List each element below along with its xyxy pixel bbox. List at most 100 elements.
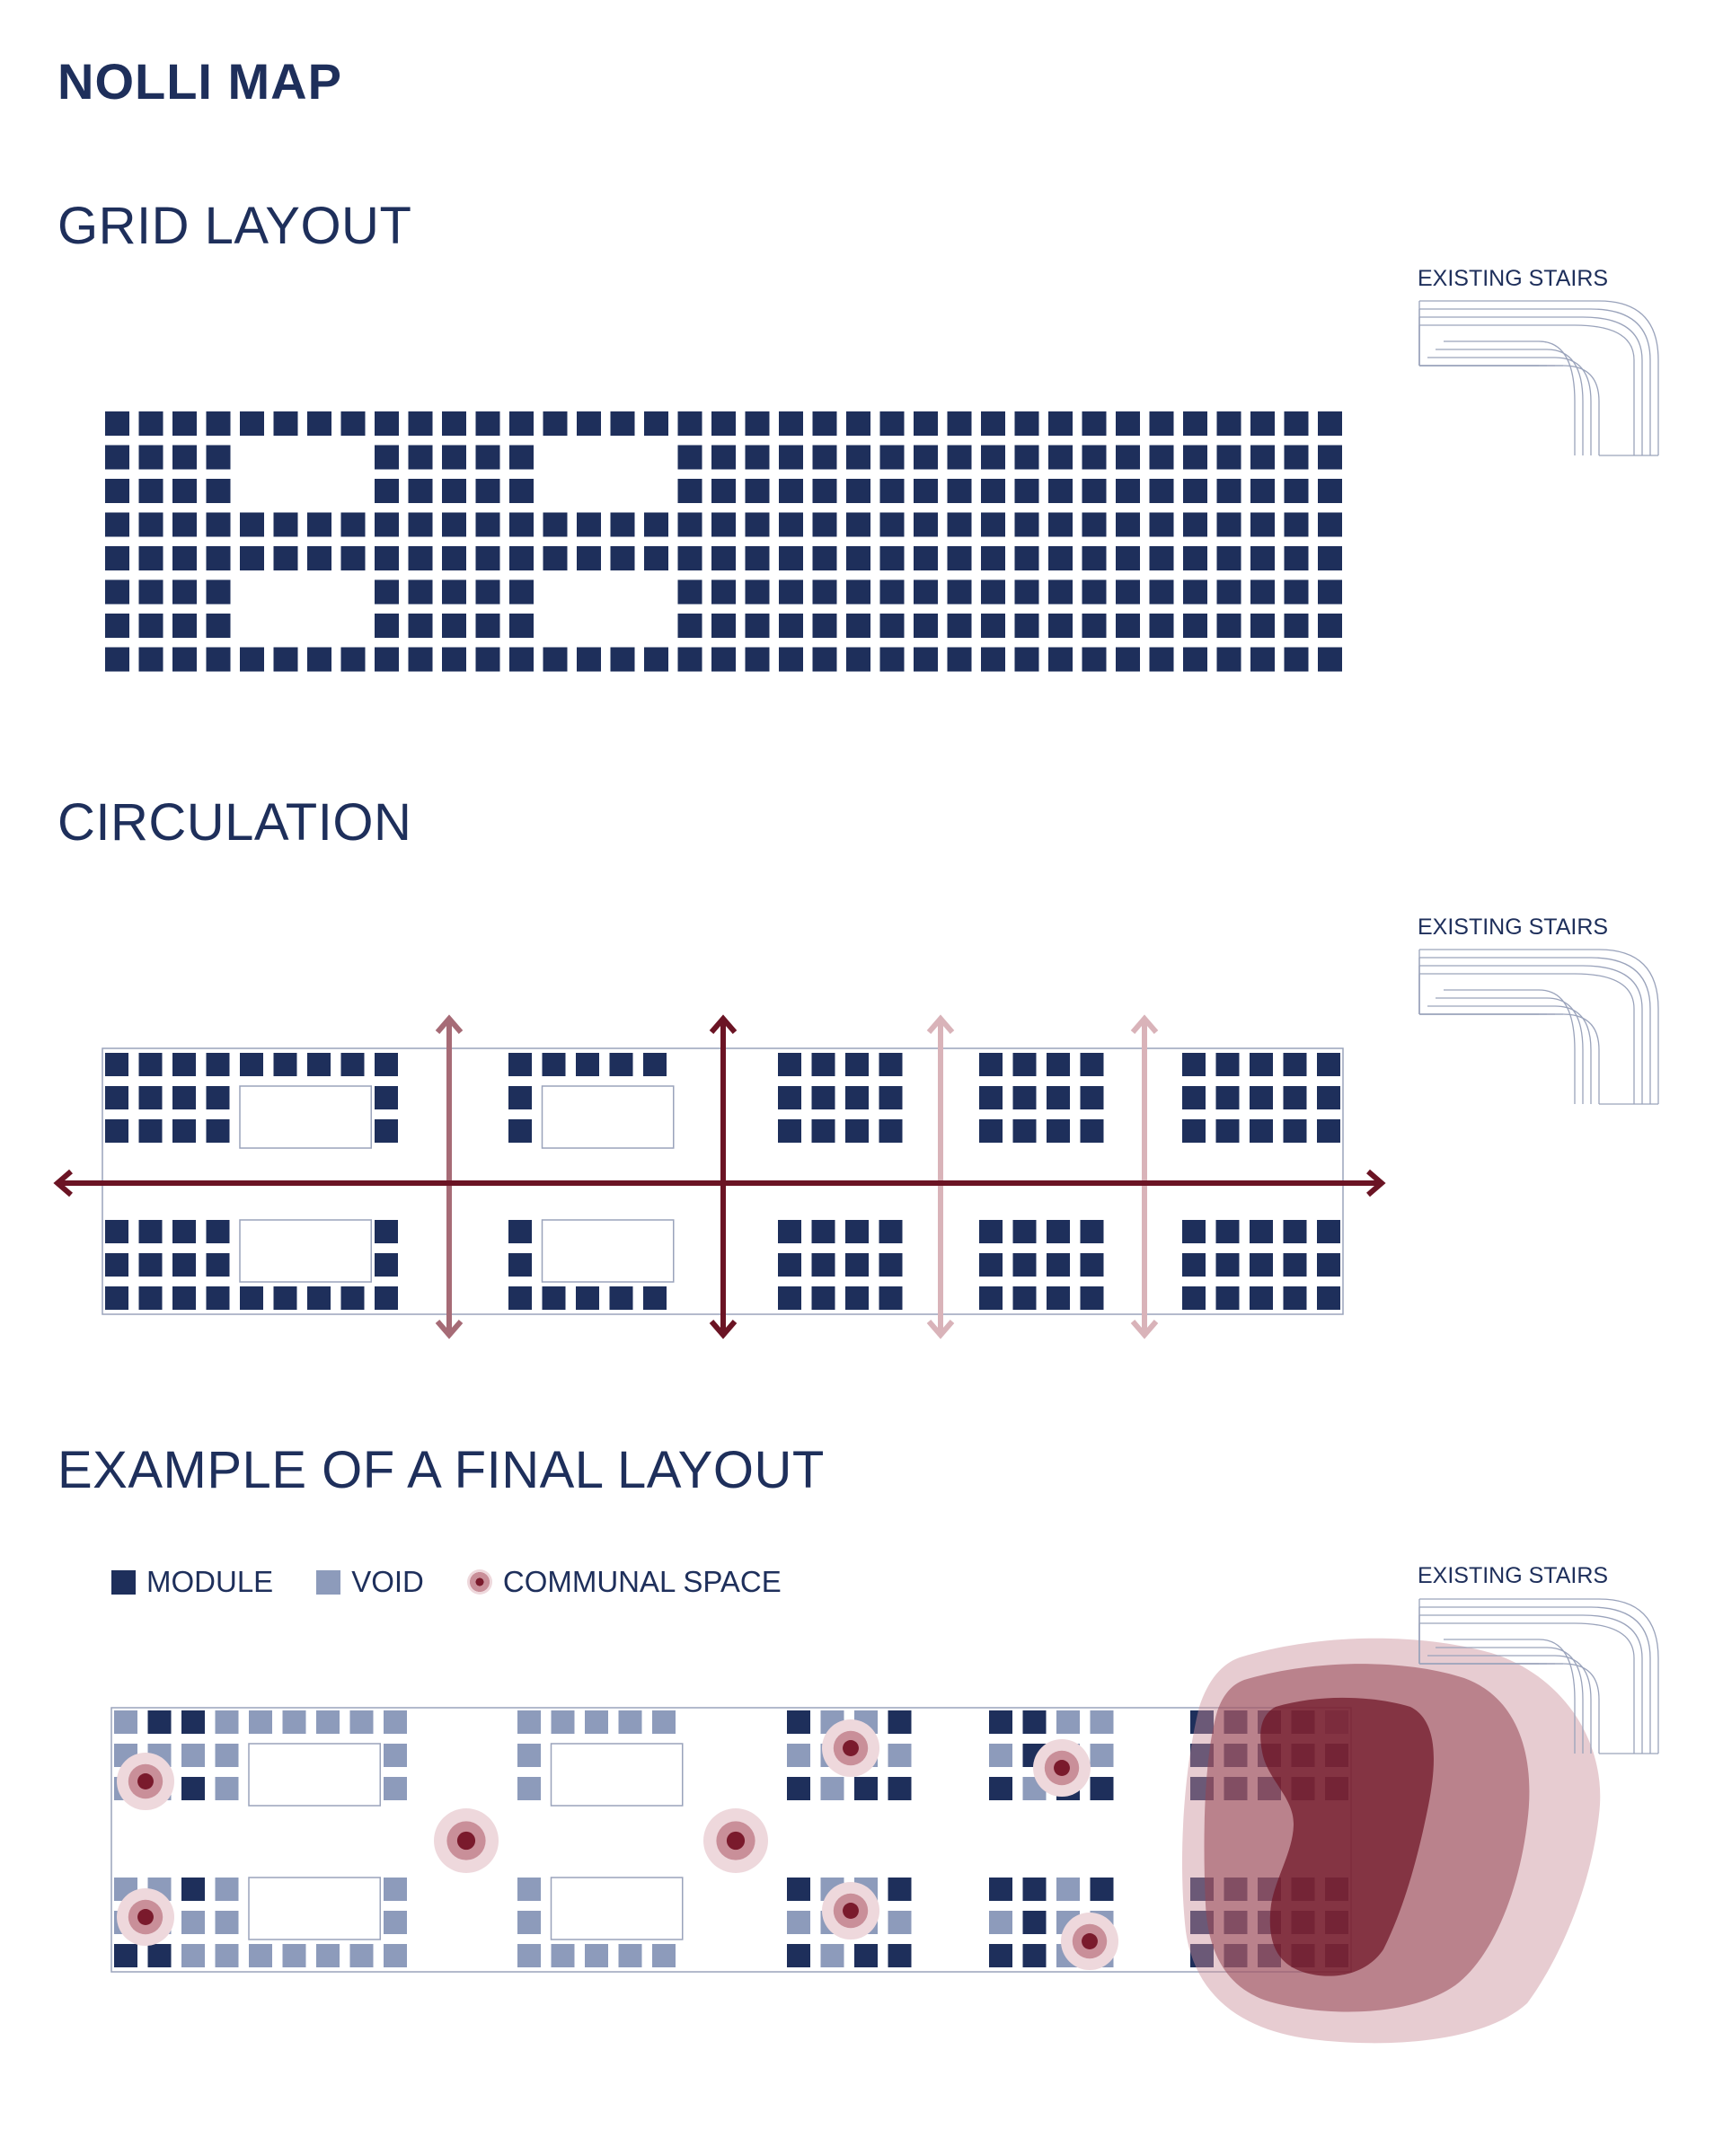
module-block — [442, 479, 466, 503]
module-block — [1047, 1220, 1070, 1243]
module-block — [1080, 1119, 1104, 1143]
module-block — [508, 1119, 532, 1143]
communal-space-core — [726, 1831, 746, 1851]
void-block — [1056, 1710, 1080, 1734]
module-block — [172, 614, 197, 638]
module-block — [114, 1944, 137, 1967]
module-block — [1014, 614, 1039, 638]
module-block — [644, 411, 668, 436]
module-block — [375, 1220, 398, 1243]
arrow-head-icon — [435, 1014, 464, 1034]
module-block — [1283, 1119, 1307, 1143]
module-block — [172, 445, 197, 470]
module-block — [1014, 512, 1039, 537]
void-block — [551, 1710, 575, 1734]
module-block — [811, 1220, 835, 1243]
module-block — [172, 647, 197, 672]
module-block — [947, 411, 972, 436]
module-block — [711, 579, 736, 605]
void-block — [618, 1710, 642, 1734]
module-block — [1116, 647, 1140, 672]
module-block — [981, 445, 1005, 470]
module-block — [375, 411, 399, 436]
module-block — [408, 647, 433, 672]
module-block — [711, 614, 736, 638]
void-block — [384, 1944, 407, 1967]
module-block — [340, 546, 366, 570]
module-block — [1284, 512, 1309, 537]
module-block — [1022, 1944, 1047, 1967]
module-block — [1284, 614, 1309, 638]
module-block — [105, 512, 129, 537]
module-block — [273, 647, 298, 672]
module-block — [854, 1777, 878, 1800]
module-block — [778, 1053, 801, 1076]
module-block — [1022, 1911, 1047, 1934]
module-block — [779, 546, 803, 570]
page-title: NOLLI MAP — [57, 53, 342, 110]
module-block — [778, 1286, 801, 1310]
module-block — [1250, 1119, 1273, 1143]
void-block — [249, 1944, 272, 1967]
module-block — [307, 647, 331, 672]
void-block — [517, 1878, 541, 1901]
module-block — [508, 1220, 532, 1243]
module-block — [508, 1053, 532, 1076]
module-block — [172, 1220, 196, 1243]
module-block — [981, 579, 1005, 605]
arrow-head-icon — [926, 1014, 955, 1034]
module-block — [138, 546, 163, 570]
room-outline — [541, 1085, 675, 1149]
module-block — [340, 512, 366, 537]
module-block — [375, 614, 399, 638]
module-block — [1318, 445, 1342, 470]
module-block — [1284, 445, 1309, 470]
module-block — [138, 1086, 163, 1109]
stairs-outline-icon — [1436, 997, 1584, 1104]
module-block — [1182, 1253, 1206, 1277]
module-block — [181, 1710, 205, 1734]
module-block — [989, 1710, 1012, 1734]
module-block — [811, 1286, 835, 1310]
module-block — [1317, 1086, 1340, 1109]
module-block — [1082, 579, 1107, 605]
module-block — [577, 546, 601, 570]
module-block — [1090, 1777, 1114, 1800]
module-block — [812, 445, 837, 470]
void-block — [989, 1744, 1012, 1767]
module-block — [778, 1220, 801, 1243]
module-block — [745, 579, 770, 605]
module-block — [1250, 1220, 1273, 1243]
void-block — [215, 1944, 239, 1967]
module-block — [888, 1777, 912, 1800]
module-block — [1048, 546, 1073, 570]
module-block — [408, 614, 433, 638]
void-block — [1090, 1710, 1114, 1734]
module-block — [879, 579, 905, 605]
module-block — [812, 512, 837, 537]
module-block — [475, 614, 500, 638]
void-block — [215, 1744, 239, 1767]
module-block — [778, 1086, 801, 1109]
module-block — [846, 647, 870, 672]
module-block — [1250, 1086, 1273, 1109]
communal-space-core — [1082, 1933, 1098, 1949]
void-block — [585, 1944, 608, 1967]
section-heading-grid-layout: GRID LAYOUT — [57, 197, 412, 255]
arrow-head-icon — [926, 1320, 955, 1339]
module-block — [1014, 445, 1039, 470]
module-block — [1082, 512, 1107, 537]
void-block — [888, 1744, 912, 1767]
legend-item-void: VOID — [316, 1565, 424, 1599]
module-block — [745, 512, 770, 537]
stairs-outline-icon — [1419, 1663, 1600, 1754]
module-block — [307, 1053, 331, 1076]
module-block — [1048, 411, 1073, 436]
module-block — [779, 479, 803, 503]
module-block — [879, 411, 905, 436]
module-block — [846, 411, 870, 436]
module-block — [779, 445, 803, 470]
void-block — [316, 1944, 340, 1967]
module-block — [1082, 479, 1107, 503]
stairs-outline-icon — [1418, 300, 1659, 455]
